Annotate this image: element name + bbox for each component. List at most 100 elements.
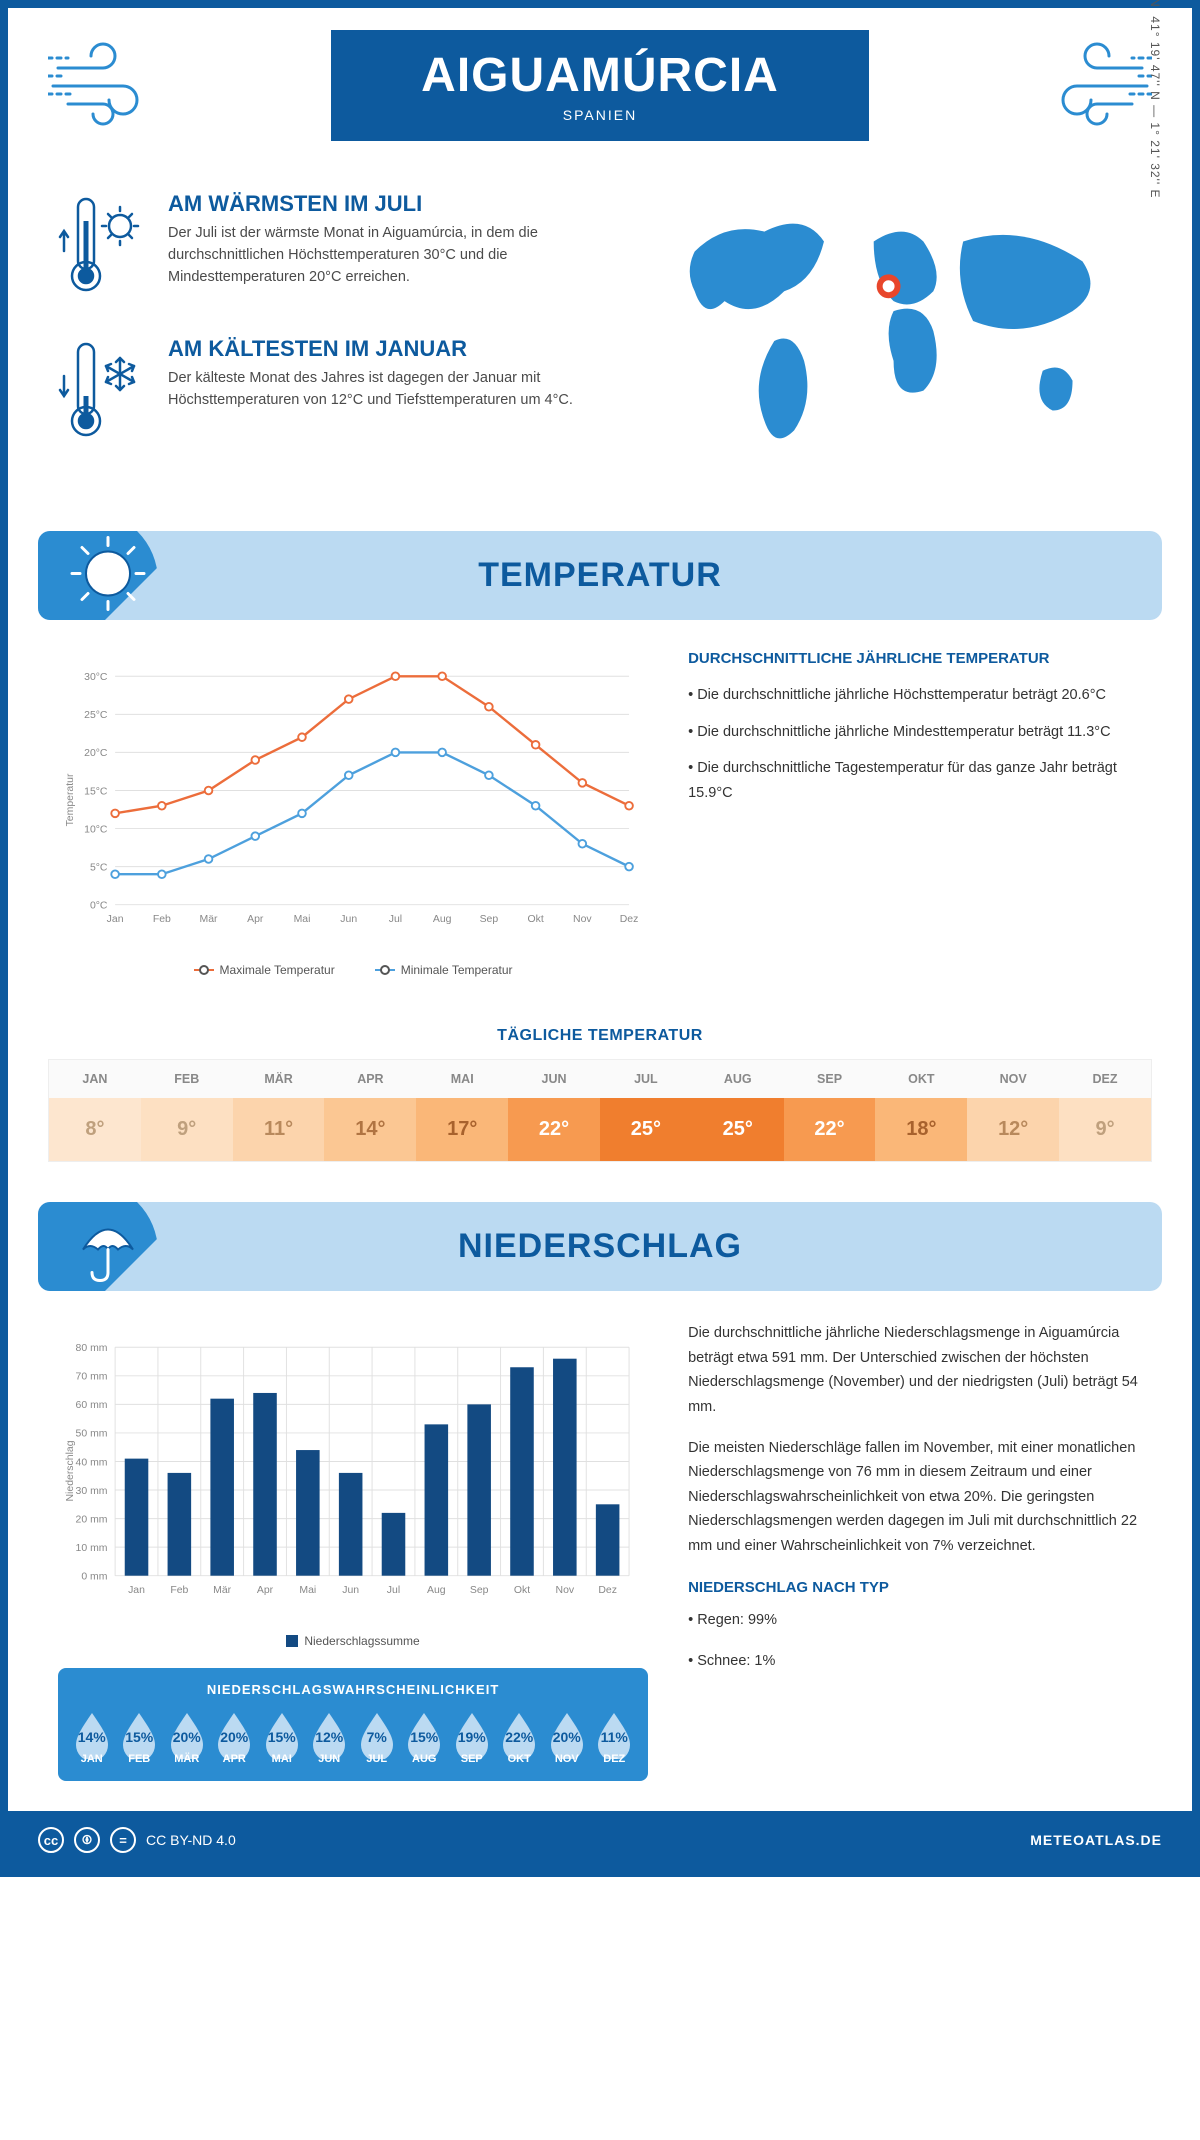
svg-text:Apr: Apr	[257, 1585, 274, 1596]
probability-drop: 12%JUN	[308, 1709, 350, 1765]
probability-drop: 20%NOV	[546, 1709, 588, 1765]
svg-text:5°C: 5°C	[90, 862, 108, 873]
city-title: AIGUAMÚRCIA	[421, 48, 779, 103]
svg-text:30 mm: 30 mm	[76, 1486, 108, 1497]
temp-table-col: DEZ9°	[1059, 1060, 1151, 1161]
svg-text:10 mm: 10 mm	[76, 1543, 108, 1554]
svg-text:Jan: Jan	[107, 914, 124, 925]
probability-drop: 20%MÄR	[166, 1709, 208, 1765]
svg-text:Jul: Jul	[387, 1585, 400, 1596]
cc-icon: cc	[38, 1827, 64, 1853]
temperature-legend: .legend .sw:after{border-color:inherit}M…	[58, 963, 648, 977]
temp-table-col: JUN22°	[508, 1060, 600, 1161]
probability-drop: 11%DEZ	[593, 1709, 635, 1765]
svg-text:Mai: Mai	[294, 914, 311, 925]
probability-drop: 7%JUL	[356, 1709, 398, 1765]
precipitation-title: NIEDERSCHLAG	[68, 1227, 1132, 1266]
svg-text:Okt: Okt	[514, 1585, 530, 1596]
svg-text:80 mm: 80 mm	[76, 1343, 108, 1354]
svg-text:Sep: Sep	[470, 1585, 489, 1596]
svg-text:Aug: Aug	[433, 914, 452, 925]
svg-text:30°C: 30°C	[84, 672, 108, 683]
probability-drop: 14%JAN	[71, 1709, 113, 1765]
svg-text:20 mm: 20 mm	[76, 1514, 108, 1525]
svg-text:Jun: Jun	[342, 1585, 359, 1596]
wind-icon	[48, 38, 168, 133]
precipitation-bar-chart: 0 mm 10 mm 20 mm 30 mm 40 mm 50 mm 60 mm 70 mm 8…	[58, 1321, 648, 1648]
probability-drop: 19%SEP	[451, 1709, 493, 1765]
svg-text:Feb: Feb	[170, 1585, 188, 1596]
thermometer-hot-icon	[58, 191, 148, 306]
by-icon: 🅯	[74, 1827, 100, 1853]
svg-text:10°C: 10°C	[84, 824, 108, 835]
world-map	[645, 191, 1142, 471]
svg-text:Jul: Jul	[389, 914, 402, 925]
svg-text:0 mm: 0 mm	[81, 1572, 107, 1583]
svg-text:40 mm: 40 mm	[76, 1457, 108, 1468]
coldest-text: Der kälteste Monat des Jahres ist dagege…	[168, 368, 605, 412]
nd-icon: =	[110, 1827, 136, 1853]
precipitation-text: Die durchschnittliche jährliche Niedersc…	[688, 1321, 1142, 1781]
daily-temp-heading: TÄGLICHE TEMPERATUR	[8, 1027, 1192, 1045]
svg-text:70 mm: 70 mm	[76, 1372, 108, 1383]
temperature-line-chart: 0°C 5°C 10°C 15°C 20°C 25°C 30°C Jan Feb Mär Apr Ma…	[58, 650, 648, 977]
svg-text:Sep: Sep	[480, 914, 499, 925]
probability-drop: 15%FEB	[118, 1709, 160, 1765]
temp-table-col: APR14°	[324, 1060, 416, 1161]
svg-text:20°C: 20°C	[84, 748, 108, 759]
svg-text:Nov: Nov	[556, 1585, 575, 1596]
svg-text:25°C: 25°C	[84, 710, 108, 721]
umbrella-icon	[68, 1204, 148, 1289]
svg-text:Dez: Dez	[598, 1585, 617, 1596]
svg-text:Feb: Feb	[153, 914, 171, 925]
probability-drop: 22%OKT	[498, 1709, 540, 1765]
svg-text:Dez: Dez	[620, 914, 639, 925]
warmest-title: AM WÄRMSTEN IM JULI	[168, 191, 605, 217]
svg-text:Niederschlag: Niederschlag	[65, 1440, 76, 1501]
temp-table-col: AUG25°	[692, 1060, 784, 1161]
temp-table-col: MAI17°	[416, 1060, 508, 1161]
svg-text:Aug: Aug	[427, 1585, 446, 1596]
svg-text:Mai: Mai	[299, 1585, 316, 1596]
temp-table-col: SEP22°	[784, 1060, 876, 1161]
license-badge: cc 🅯 = CC BY-ND 4.0	[38, 1827, 236, 1853]
sun-icon	[68, 533, 148, 618]
svg-text:Mär: Mär	[213, 1585, 232, 1596]
svg-text:Apr: Apr	[247, 914, 264, 925]
svg-text:Nov: Nov	[573, 914, 592, 925]
svg-text:60 mm: 60 mm	[76, 1400, 108, 1411]
temp-table-col: NOV12°	[967, 1060, 1059, 1161]
svg-text:Mär: Mär	[200, 914, 219, 925]
page-header: AIGUAMÚRCIA SPANIEN	[8, 8, 1192, 161]
temp-table-col: FEB9°	[141, 1060, 233, 1161]
warmest-fact: AM WÄRMSTEN IM JULI Der Juli ist der wär…	[58, 191, 605, 306]
temp-table-col: MÄR11°	[233, 1060, 325, 1161]
temperature-title: TEMPERATUR	[68, 556, 1132, 595]
thermometer-cold-icon	[58, 336, 148, 451]
temp-table-col: JAN8°	[49, 1060, 141, 1161]
temperature-section-header: TEMPERATUR	[38, 531, 1162, 620]
probability-drop: 15%AUG	[403, 1709, 445, 1765]
temperature-stats: DURCHSCHNITTLICHE JÄHRLICHE TEMPERATUR •…	[688, 650, 1142, 977]
warmest-text: Der Juli ist der wärmste Monat in Aiguam…	[168, 223, 605, 288]
temp-table-col: OKT18°	[875, 1060, 967, 1161]
coordinates-label: KATALONIEN 41° 19' 47'' N — 1° 21' 32'' …	[1148, 0, 1162, 198]
precipitation-probability-box: NIEDERSCHLAGSWAHRSCHEINLICHKEIT 14%JAN15…	[58, 1668, 648, 1781]
page-footer: cc 🅯 = CC BY-ND 4.0 METEOATLAS.DE	[8, 1811, 1192, 1869]
site-label: METEOATLAS.DE	[1030, 1832, 1162, 1848]
temp-table-col: JUL25°	[600, 1060, 692, 1161]
svg-text:50 mm: 50 mm	[76, 1429, 108, 1440]
country-subtitle: SPANIEN	[421, 107, 779, 123]
precipitation-section-header: NIEDERSCHLAG	[38, 1202, 1162, 1291]
svg-text:Okt: Okt	[527, 914, 543, 925]
daily-temperature-table: JAN8°FEB9°MÄR11°APR14°MAI17°JUN22°JUL25°…	[48, 1059, 1152, 1162]
svg-text:15°C: 15°C	[84, 786, 108, 797]
svg-text:Jun: Jun	[340, 914, 357, 925]
svg-text:Temperatur: Temperatur	[65, 773, 76, 826]
svg-text:0°C: 0°C	[90, 901, 108, 912]
coldest-title: AM KÄLTESTEN IM JANUAR	[168, 336, 605, 362]
title-ribbon: AIGUAMÚRCIA SPANIEN	[331, 30, 869, 141]
wind-icon	[1032, 38, 1152, 133]
probability-drop: 20%APR	[213, 1709, 255, 1765]
coldest-fact: AM KÄLTESTEN IM JANUAR Der kälteste Mona…	[58, 336, 605, 451]
